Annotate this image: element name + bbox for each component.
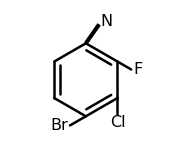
- Text: F: F: [133, 62, 143, 77]
- Text: Br: Br: [51, 118, 69, 133]
- Text: Cl: Cl: [110, 115, 125, 130]
- Text: N: N: [101, 14, 113, 29]
